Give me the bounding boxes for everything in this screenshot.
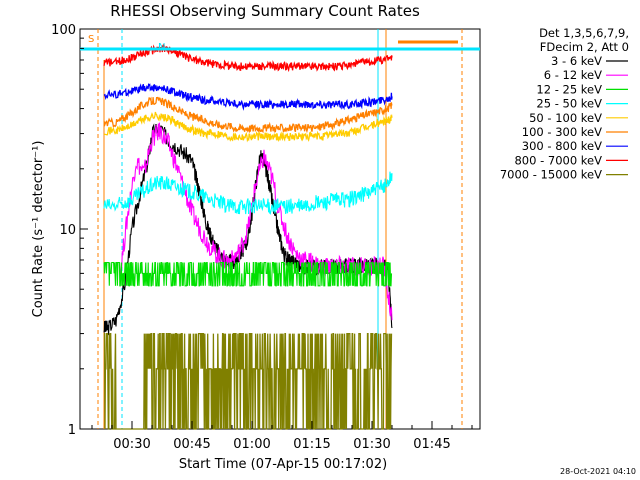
- legend-header-2: FDecim 2, Att 0: [540, 40, 629, 54]
- x-tick-label: 00:45: [173, 437, 210, 452]
- legend-label: 800 - 7000 keV: [514, 153, 602, 167]
- x-tick-label: 01:00: [233, 437, 270, 452]
- y-tick-label: 100: [51, 23, 76, 38]
- y-axis-label: Count Rate (s⁻¹ detector⁻¹): [31, 141, 46, 318]
- series-line-1: [119, 122, 393, 321]
- y-axis: 1 10 100: [51, 23, 88, 438]
- flag-label-s: S: [88, 34, 94, 45]
- flag-layer: S N: [80, 34, 480, 53]
- y-tick-label: 1: [68, 423, 76, 438]
- x-tick-label: 00:30: [113, 437, 150, 452]
- series-layer: [103, 44, 393, 430]
- legend-label: 6 - 12 keV: [544, 68, 602, 82]
- y-tick-label: 10: [59, 223, 76, 238]
- legend-label: 7000 - 15000 keV: [500, 168, 602, 182]
- series-line-3: [103, 171, 393, 215]
- legend-header-1: Det 1,3,5,6,7,9,: [539, 26, 629, 40]
- legend-label: 50 - 100 keV: [529, 111, 602, 125]
- series-line-7: [103, 44, 393, 73]
- timestamp: 28-Oct-2021 04:10: [560, 467, 636, 476]
- series-line-4: [103, 111, 393, 143]
- legend-label: 25 - 50 keV: [536, 97, 602, 111]
- series-line-2: [103, 261, 393, 287]
- x-tick-label: 01:30: [353, 437, 390, 452]
- series-line-8: [103, 332, 393, 430]
- flag-label-n: N: [158, 42, 165, 53]
- chart-title: RHESSI Observing Summary Count Rates: [110, 2, 420, 20]
- legend-label: 100 - 300 keV: [522, 125, 602, 139]
- legend: Det 1,3,5,6,7,9, FDecim 2, Att 0 3 - 6 k…: [500, 26, 629, 182]
- series-line-5: [103, 96, 393, 134]
- legend-label: 3 - 6 keV: [551, 54, 602, 68]
- x-tick-label: 01:15: [293, 437, 330, 452]
- plot-area: [79, 28, 481, 430]
- x-axis: 00:30 00:45 01:00 01:15 01:30 01:45: [91, 421, 473, 452]
- x-tick-label: 01:45: [413, 437, 450, 452]
- series-line-6: [103, 83, 393, 111]
- legend-label: 12 - 25 keV: [536, 82, 602, 96]
- legend-label: 300 - 800 keV: [522, 139, 602, 153]
- x-axis-label: Start Time (07-Apr-15 00:17:02): [179, 457, 387, 472]
